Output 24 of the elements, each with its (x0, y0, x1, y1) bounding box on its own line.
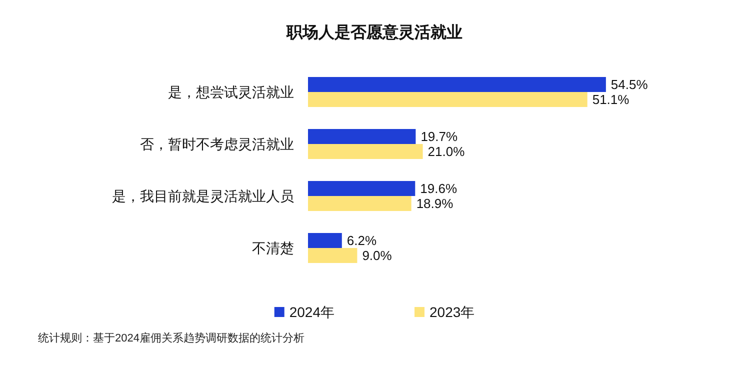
bar (308, 77, 606, 92)
chart-title: 职场人是否愿意灵活就业 (286, 24, 462, 42)
y-tick-label: 不清楚 (252, 240, 294, 256)
y-tick-label: 否，暂时不考虑灵活就业 (140, 136, 294, 152)
bar (308, 181, 416, 196)
data-label: 54.5% (610, 77, 648, 92)
data-label: 18.9% (416, 196, 454, 211)
data-label: 9.0% (362, 248, 392, 263)
legend-label: 2024年 (289, 304, 335, 320)
data-label: 51.1% (592, 92, 630, 107)
bar (308, 92, 588, 107)
legend-label: 2023年 (430, 304, 475, 320)
bar (308, 233, 342, 248)
y-tick-label: 是，我目前就是灵活就业人员 (112, 188, 294, 204)
data-label: 6.2% (346, 233, 377, 248)
text: 统计规则：基于2024雇佣关系趋势调研数据的统计分析 (38, 332, 304, 344)
bar (308, 144, 423, 159)
data-label: 19.7% (420, 129, 458, 144)
y-tick-label: 是，想尝试灵活就业 (168, 84, 294, 100)
bar (308, 248, 358, 263)
data-label: 19.6% (420, 181, 458, 196)
bar (308, 129, 416, 144)
data-label: 21.0% (428, 144, 466, 159)
bar (308, 196, 412, 211)
